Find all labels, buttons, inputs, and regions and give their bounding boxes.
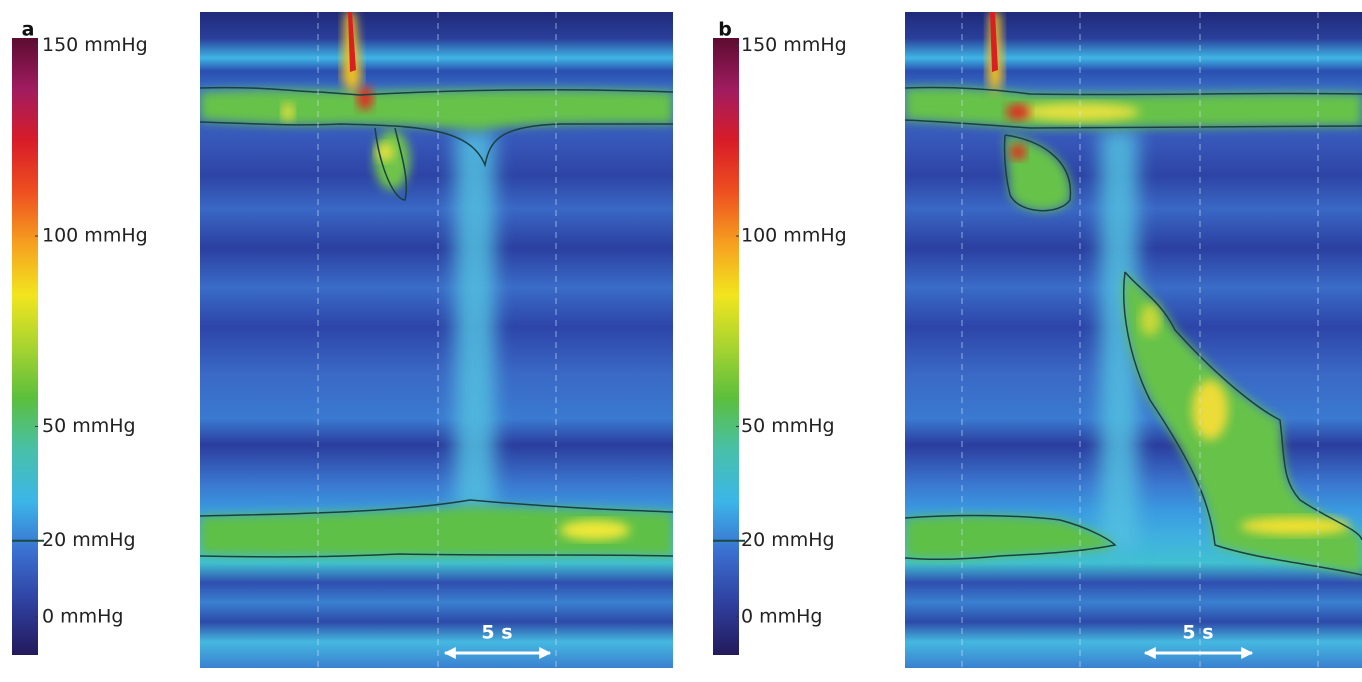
colorbar-tick-label: 20 mmHg	[42, 529, 136, 551]
colorbar-tick-label: 50 mmHg	[741, 415, 835, 437]
scale-bar-label: 5 s	[1182, 622, 1213, 644]
colorbar-tick-label: 50 mmHg	[42, 415, 136, 437]
colorbar-tick-label: 150 mmHg	[741, 34, 847, 56]
heatmap-b	[905, 12, 1362, 668]
colorbar	[713, 38, 739, 655]
heatmap-a	[200, 12, 673, 668]
colorbar-tick-label: 100 mmHg	[42, 225, 148, 247]
colorbar-tick-label: 0 mmHg	[741, 605, 823, 627]
colorbar-tick-label: 100 mmHg	[741, 225, 847, 247]
colorbar-tick-label: 0 mmHg	[42, 605, 124, 627]
scale-bar-label: 5 s	[481, 622, 512, 644]
colorbar	[12, 38, 38, 655]
colorbar-tick-label: 150 mmHg	[42, 34, 148, 56]
colorbar-tick-label: 20 mmHg	[741, 529, 835, 551]
panel-label: a	[22, 19, 35, 41]
panel-label: b	[718, 19, 732, 41]
